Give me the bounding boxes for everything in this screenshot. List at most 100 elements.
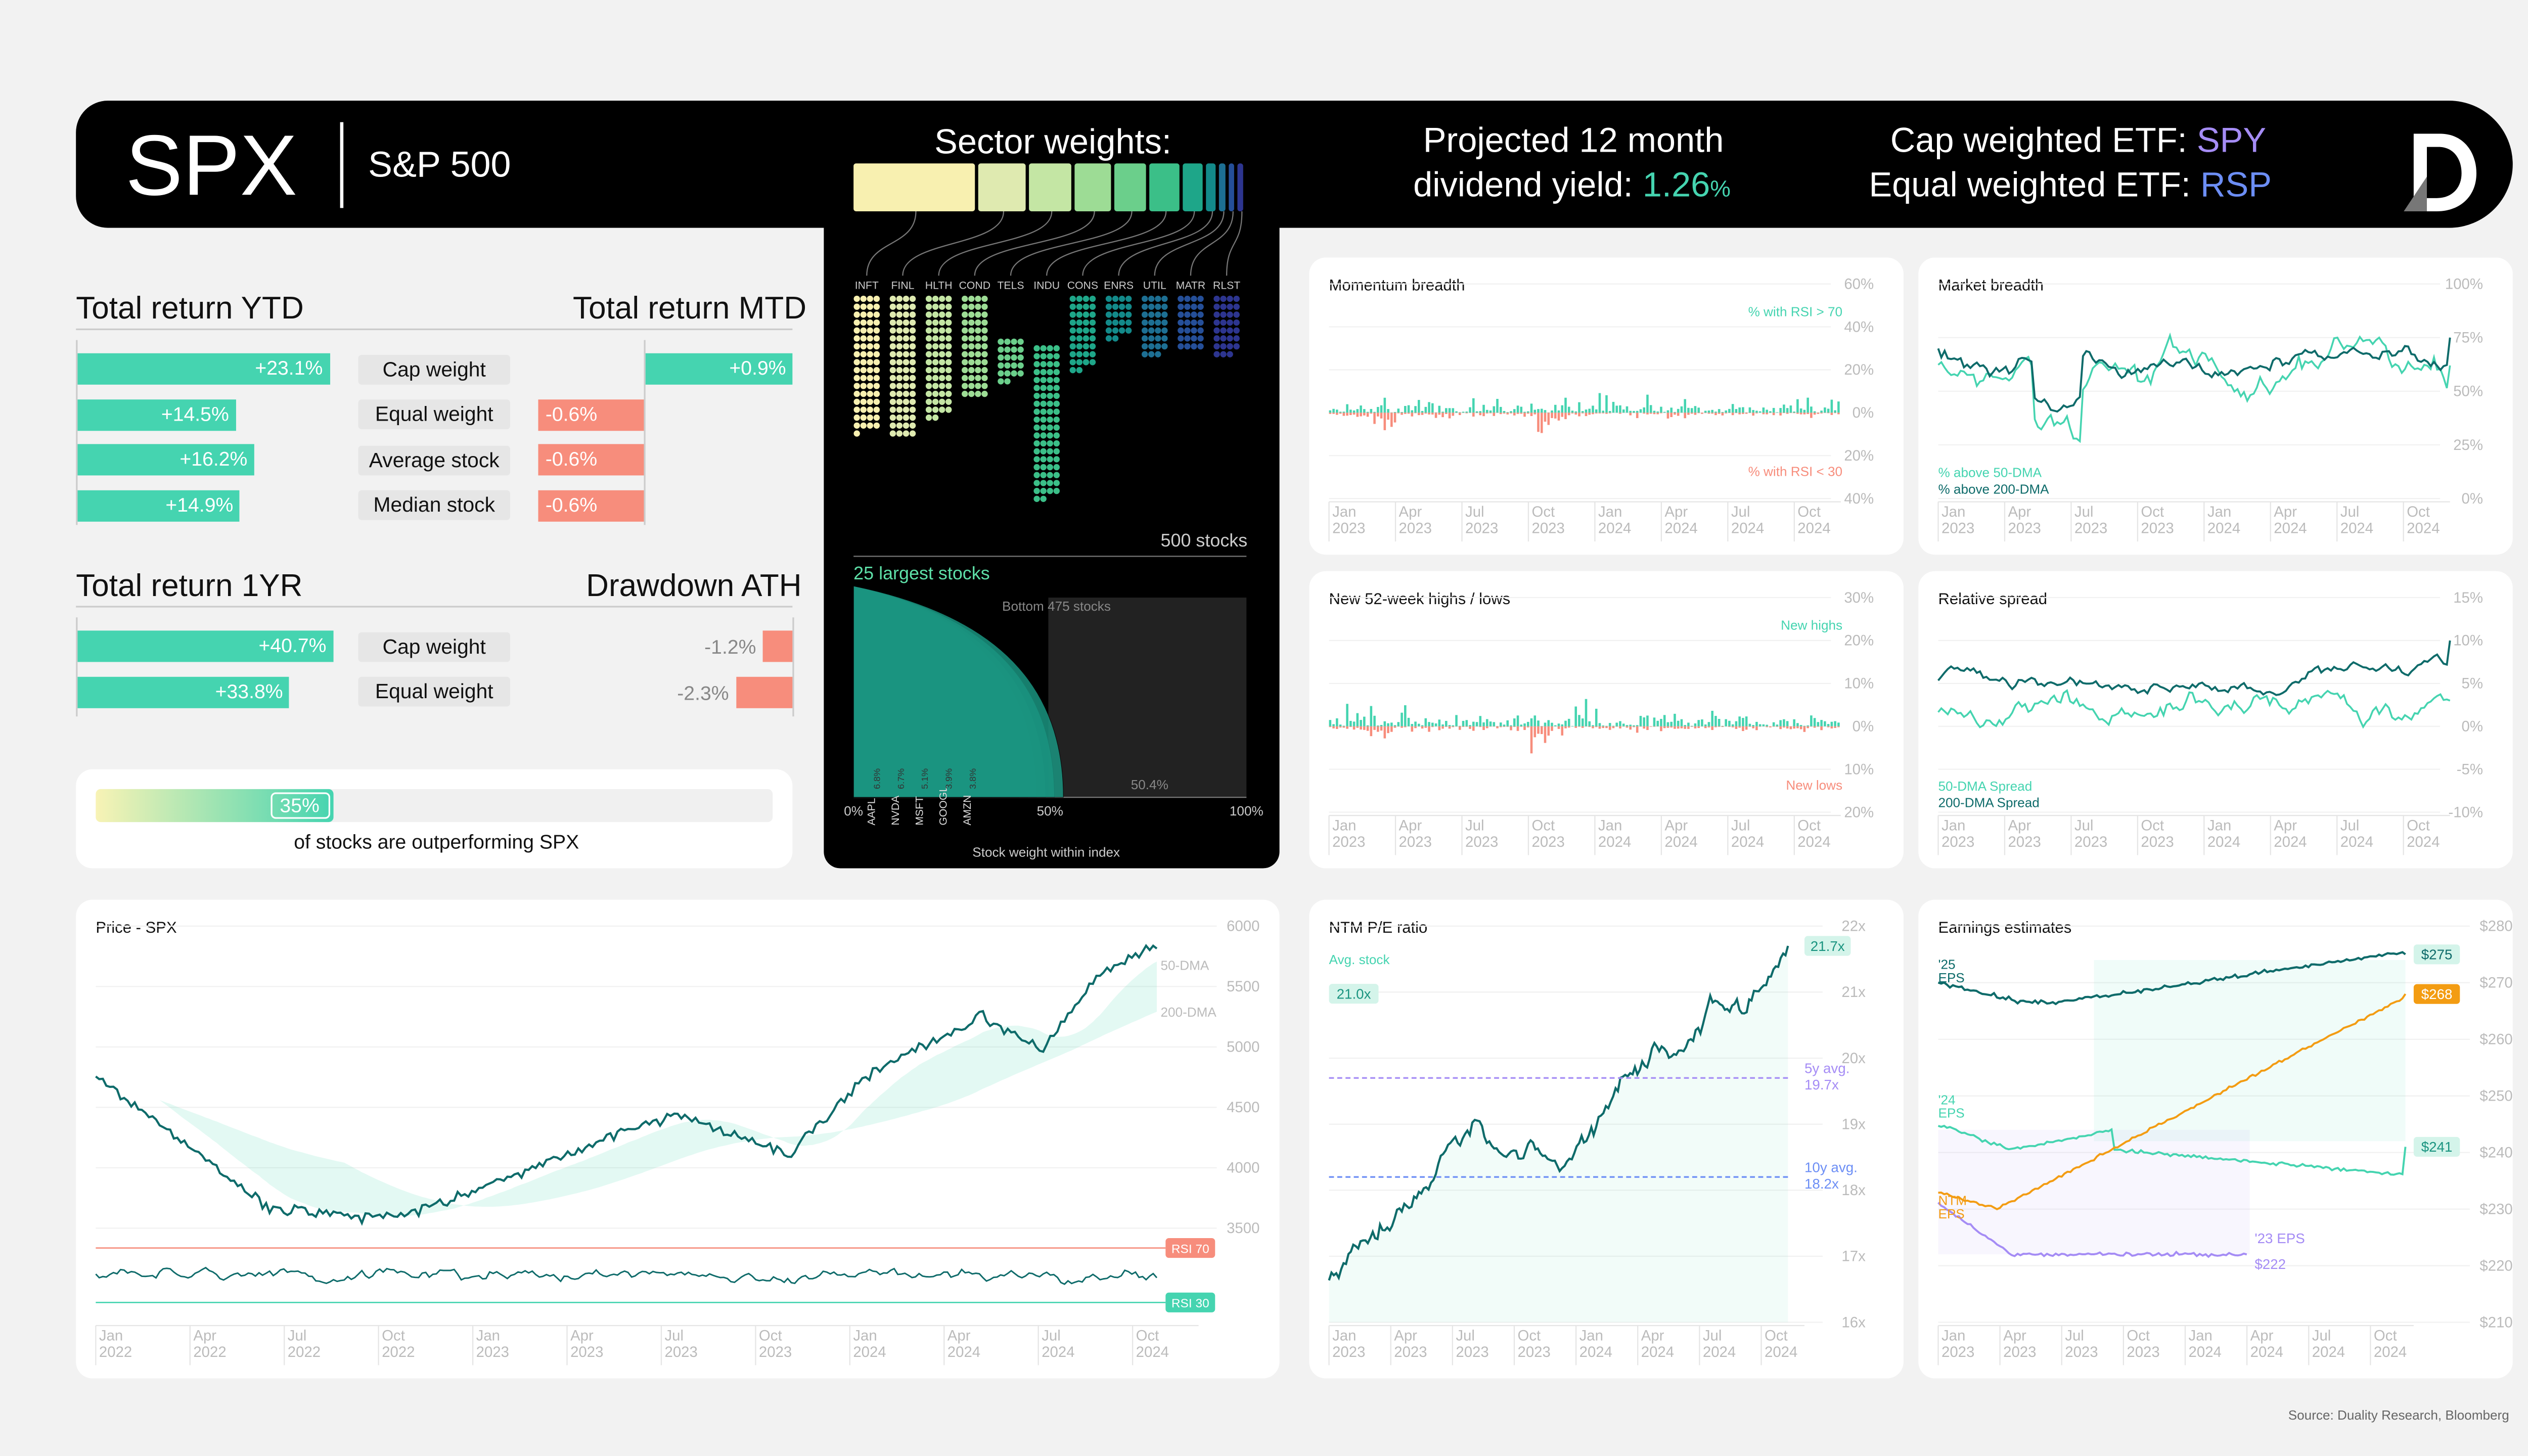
stock-dot (860, 359, 867, 366)
stock-dot (1040, 377, 1047, 383)
stock-dot (998, 370, 1004, 377)
stock-dot (1076, 295, 1083, 302)
stock-dot (1125, 311, 1132, 318)
stock-dot (853, 295, 860, 302)
time-tick-label: Apr (1664, 504, 1688, 520)
stock-dot (909, 390, 916, 397)
down-bar (1619, 726, 1621, 729)
down-bar (1633, 726, 1635, 727)
up-bar (1472, 721, 1475, 726)
stock-dot (860, 414, 867, 421)
down-bar (1783, 726, 1785, 728)
up-bar (1677, 408, 1680, 413)
stock-dot (1004, 338, 1011, 345)
up-bar (1537, 720, 1540, 726)
up-bar (1742, 718, 1744, 726)
down-bar (1598, 726, 1601, 729)
down-bar (1677, 413, 1680, 416)
stock-dot (968, 375, 975, 381)
stock-dot (867, 311, 874, 318)
time-tick-label: Apr (2008, 504, 2031, 520)
outperform-text: of stocks are outperforming SPX (294, 830, 579, 854)
up-bar (1401, 712, 1403, 726)
down-bar (1530, 413, 1533, 416)
down-bar (1482, 726, 1485, 730)
stock-dot (1233, 335, 1240, 342)
up-bar (1796, 399, 1799, 413)
up-bar (1834, 721, 1836, 726)
stock-dot (1040, 353, 1047, 359)
down-bar (1510, 726, 1512, 731)
stock-dot (1082, 303, 1090, 310)
time-tick-label: 2024 (1042, 1344, 1074, 1360)
down-bar (1752, 726, 1754, 729)
up-bar (1656, 720, 1659, 726)
up-bar (1564, 397, 1567, 413)
up-bar (1588, 721, 1591, 726)
stock-dot (909, 327, 916, 334)
stock-dot (1053, 448, 1060, 454)
stock-dot (1076, 319, 1083, 326)
up-bar (1510, 725, 1512, 726)
stock-dot (1118, 327, 1125, 334)
time-tick-label: 2022 (193, 1344, 226, 1360)
stock-dot (853, 319, 860, 326)
stock-dot (968, 311, 975, 318)
y-tick-label: 20x (1841, 1050, 1866, 1067)
down-bar (1407, 413, 1410, 414)
stock-dot (981, 351, 988, 357)
stock-dot (1118, 295, 1125, 302)
up-bar (1479, 411, 1482, 413)
stock-dot (889, 414, 896, 421)
y-tick-label: 75% (2453, 330, 2483, 346)
stock-dot (1105, 327, 1112, 334)
stock-dot (1047, 487, 1053, 494)
up-bar (1561, 405, 1564, 413)
down-bar (1523, 413, 1526, 417)
chart-title: Market breadth (1938, 277, 2044, 294)
time-tick-label: 2023 (1399, 834, 1432, 850)
stock-dot (1227, 303, 1233, 310)
down-bar (1796, 726, 1799, 729)
stock-dot (909, 303, 916, 310)
stock-dot (1125, 303, 1132, 310)
up-bar (1707, 722, 1710, 726)
stock-dot (909, 311, 916, 318)
stock-weight-tick: 50% (1037, 803, 1063, 818)
last-pe-value: 21.7x (1811, 938, 1845, 954)
time-tick-label: 2023 (1456, 1344, 1488, 1360)
sector-chart: INFT FINL HLTH COND TELS INDU CONS ENRS UTIL MATR… (844, 163, 1263, 826)
stock-dot (896, 335, 903, 342)
down-bar (1390, 413, 1393, 427)
time-tick-label: 2023 (2141, 520, 2174, 537)
series-line-50dma (1937, 332, 2451, 443)
return-row-label: Cap weight (358, 631, 510, 661)
time-tick-label: 2024 (2207, 520, 2240, 537)
down-bar (1564, 413, 1567, 420)
stock-dot (1033, 440, 1040, 447)
sector-connector (1118, 211, 1213, 276)
stock-dot (896, 303, 903, 310)
up-bar (1799, 725, 1802, 726)
stock-dot (1040, 385, 1047, 391)
pe-card: NTM P/E ratio 22x 21x 20x 19x 18x 17x 16x 5y avg… (1309, 899, 1904, 1379)
down-bar (1762, 413, 1765, 415)
stock-dot (981, 295, 988, 302)
stock-dot (1155, 351, 1161, 357)
down-bar (1745, 413, 1748, 414)
time-tick-label: 2023 (2074, 834, 2107, 850)
up-bar (1418, 723, 1420, 726)
ticker-title: SPX (125, 119, 297, 215)
stock-dot (1033, 369, 1040, 376)
up-bar (1595, 409, 1598, 413)
down-bar (1646, 726, 1649, 730)
up-bar (1786, 721, 1789, 726)
time-tick-label: Jul (2065, 1327, 2084, 1344)
legend-200dma: % above 200-DMA (1938, 481, 2049, 496)
down-bar (1533, 413, 1537, 415)
down-bar (1779, 726, 1782, 730)
stock-dot (1155, 343, 1161, 350)
stock-dot (1197, 319, 1204, 326)
up-bar (1346, 704, 1348, 726)
up-bar (1332, 408, 1335, 413)
